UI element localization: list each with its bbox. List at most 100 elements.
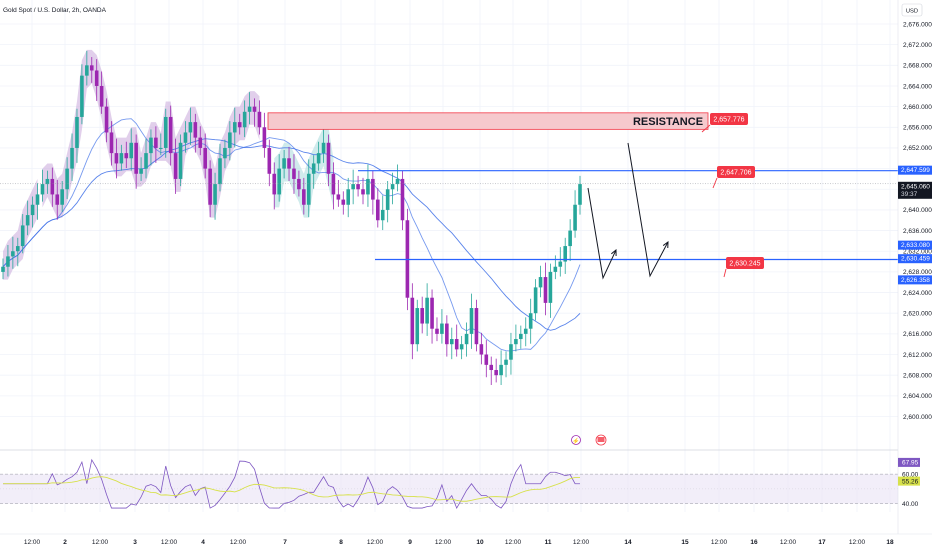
- candle-body[interactable]: [183, 132, 188, 143]
- candle-body[interactable]: [306, 173, 311, 205]
- candle-body[interactable]: [528, 313, 533, 329]
- candle-body[interactable]: [366, 178, 370, 195]
- candle-body[interactable]: [15, 246, 20, 252]
- candle-body[interactable]: [336, 194, 341, 200]
- candle-body[interactable]: [232, 122, 237, 133]
- candle-body[interactable]: [257, 111, 262, 128]
- candle-body[interactable]: [395, 178, 400, 185]
- candle-body[interactable]: [65, 168, 69, 190]
- candle-body[interactable]: [361, 189, 365, 195]
- candles[interactable]: [1, 50, 582, 385]
- candle-body[interactable]: [568, 230, 572, 247]
- candle-body[interactable]: [499, 364, 503, 376]
- candle-body[interactable]: [548, 271, 553, 303]
- candle-body[interactable]: [228, 132, 232, 148]
- candle-body[interactable]: [469, 308, 474, 334]
- candle-body[interactable]: [459, 344, 464, 350]
- candle-body[interactable]: [149, 137, 153, 154]
- price-axis-label[interactable]: [898, 181, 932, 199]
- candle-body[interactable]: [538, 277, 543, 288]
- candle-body[interactable]: [578, 184, 582, 205]
- candle-body[interactable]: [11, 251, 15, 257]
- candle-body[interactable]: [223, 147, 227, 159]
- candle-body[interactable]: [193, 122, 198, 138]
- candle-body[interactable]: [449, 339, 454, 345]
- candle-body[interactable]: [247, 106, 252, 112]
- candle-body[interactable]: [543, 277, 548, 303]
- candle-body[interactable]: [410, 297, 415, 345]
- candle-body[interactable]: [292, 168, 296, 179]
- candle-body[interactable]: [178, 142, 183, 179]
- candle-body[interactable]: [385, 189, 390, 210]
- candle-body[interactable]: [400, 178, 405, 221]
- candle-body[interactable]: [454, 339, 459, 350]
- candle-body[interactable]: [213, 184, 217, 205]
- candle-body[interactable]: [563, 246, 568, 262]
- candle-body[interactable]: [40, 184, 45, 195]
- candle-body[interactable]: [302, 189, 306, 205]
- candle-body[interactable]: [163, 116, 168, 148]
- callout-lower[interactable]: [726, 257, 764, 269]
- candle-body[interactable]: [435, 328, 439, 334]
- candle-body[interactable]: [415, 308, 420, 345]
- candle-body[interactable]: [173, 153, 178, 179]
- candle-body[interactable]: [489, 364, 494, 371]
- candle-body[interactable]: [504, 359, 508, 365]
- candle-body[interactable]: [30, 204, 35, 216]
- candle-body[interactable]: [311, 163, 316, 174]
- candle-body[interactable]: [430, 297, 434, 329]
- candle-body[interactable]: [390, 184, 395, 190]
- candle-body[interactable]: [55, 194, 60, 205]
- candle-body[interactable]: [356, 184, 360, 190]
- candle-body[interactable]: [80, 75, 84, 117]
- candle-body[interactable]: [242, 111, 247, 128]
- callout-upper[interactable]: [717, 166, 755, 178]
- candle-body[interactable]: [1, 266, 5, 272]
- candle-body[interactable]: [129, 142, 134, 159]
- candle-body[interactable]: [20, 225, 25, 247]
- time-axis[interactable]: 12:00 2 12:00 3 12:00 4 12:00 7 8 12:00 9 12:00 10 12…: [0, 533, 932, 546]
- resistance-zone[interactable]: [267, 112, 709, 130]
- candle-body[interactable]: [262, 127, 267, 148]
- candle-body[interactable]: [144, 153, 148, 169]
- candle-body[interactable]: [218, 158, 222, 185]
- candle-body[interactable]: [272, 173, 277, 195]
- candle-body[interactable]: [75, 116, 79, 148]
- candle-body[interactable]: [351, 184, 355, 190]
- candle-body[interactable]: [282, 158, 286, 169]
- candle-body[interactable]: [168, 116, 173, 154]
- candle-body[interactable]: [440, 323, 444, 334]
- candle-body[interactable]: [237, 122, 242, 128]
- candle-body[interactable]: [252, 106, 257, 112]
- candle-body[interactable]: [341, 199, 346, 205]
- candle-body[interactable]: [346, 189, 351, 205]
- candle-body[interactable]: [316, 153, 321, 164]
- candle-body[interactable]: [573, 204, 577, 231]
- candle-body[interactable]: [321, 142, 326, 154]
- candle-body[interactable]: [519, 333, 523, 340]
- candle-body[interactable]: [326, 142, 331, 174]
- candle-body[interactable]: [479, 344, 484, 355]
- candle-body[interactable]: [514, 339, 518, 345]
- candle-body[interactable]: [198, 137, 203, 148]
- candle-body[interactable]: [70, 147, 74, 169]
- candle-body[interactable]: [533, 287, 538, 314]
- candle-body[interactable]: [35, 194, 40, 205]
- candle-body[interactable]: [45, 178, 50, 185]
- candle-body[interactable]: [380, 209, 385, 221]
- candle-body[interactable]: [94, 70, 99, 86]
- candle-body[interactable]: [553, 266, 558, 272]
- rsi-axis-label[interactable]: [898, 476, 920, 486]
- candle-body[interactable]: [159, 147, 163, 149]
- drawings[interactable]: RESISTANCE 2,657.776 2,647.706 2,630.245 ⚡: [0, 112, 898, 446]
- candle-body[interactable]: [277, 168, 281, 195]
- candle-body[interactable]: [134, 142, 138, 174]
- candle-body[interactable]: [114, 153, 119, 164]
- candle-body[interactable]: [267, 147, 272, 174]
- candle-body[interactable]: [85, 65, 89, 76]
- candle-body[interactable]: [420, 308, 424, 324]
- candle-body[interactable]: [188, 122, 193, 133]
- candle-body[interactable]: [331, 173, 336, 195]
- candle-body[interactable]: [287, 158, 291, 169]
